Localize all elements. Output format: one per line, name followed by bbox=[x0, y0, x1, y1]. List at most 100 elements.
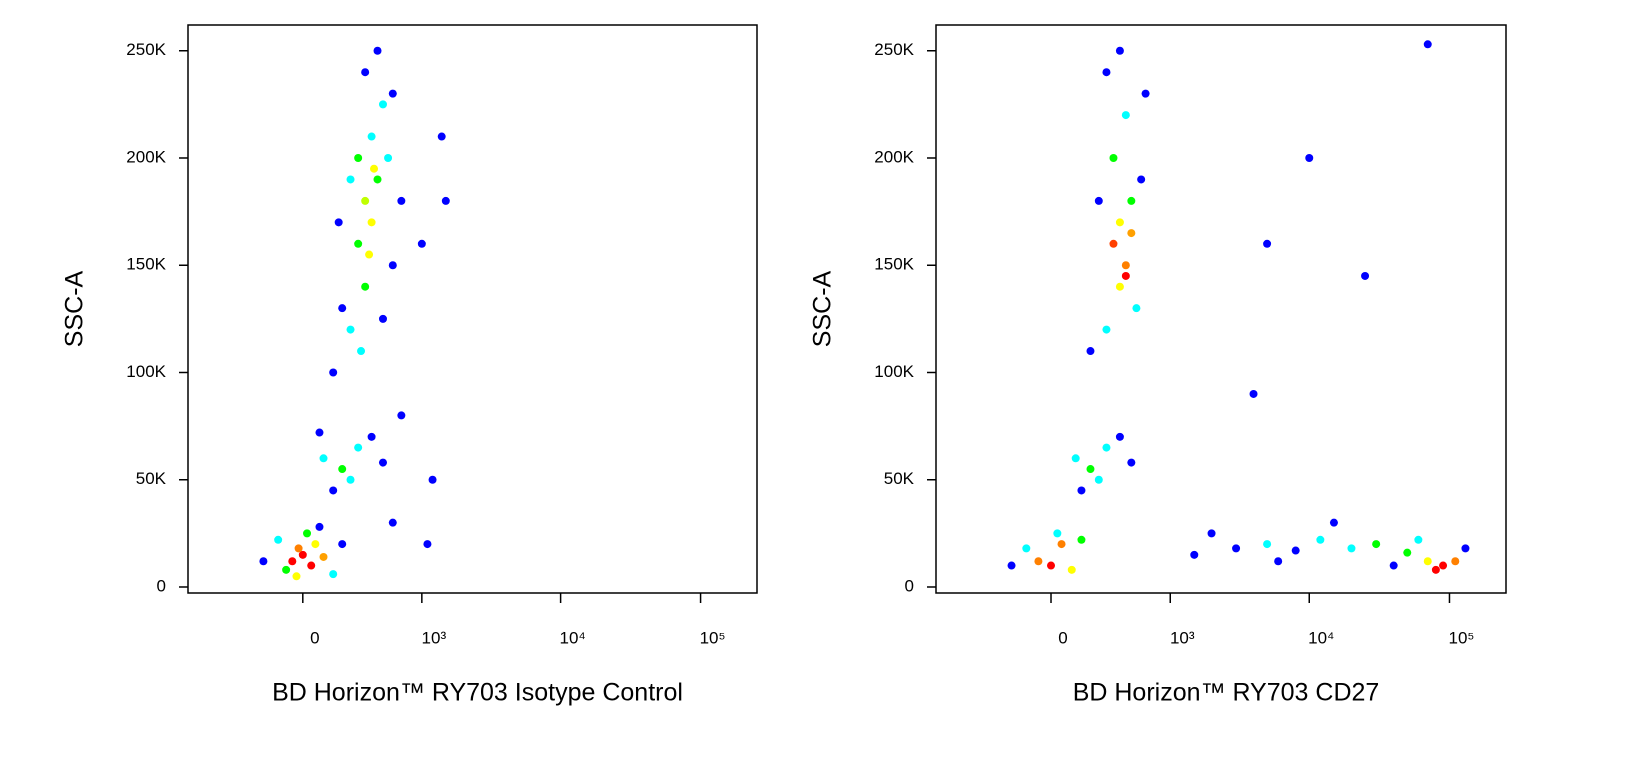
event-dot bbox=[1414, 535, 1423, 544]
event-dot bbox=[1347, 544, 1356, 553]
event-dot bbox=[311, 540, 320, 549]
event-dot bbox=[338, 540, 347, 549]
plot-frame bbox=[187, 24, 758, 594]
event-dot bbox=[1121, 271, 1130, 280]
event-dot bbox=[1121, 261, 1130, 270]
event-dot bbox=[1086, 465, 1095, 474]
event-dot bbox=[1007, 561, 1016, 570]
event-dot bbox=[1102, 325, 1111, 334]
event-dot bbox=[1047, 561, 1056, 570]
event-dot bbox=[1109, 239, 1118, 248]
event-dot bbox=[378, 458, 387, 467]
event-dot bbox=[292, 572, 301, 581]
event-dot bbox=[1077, 486, 1086, 495]
event-dot bbox=[1263, 239, 1272, 248]
event-dot bbox=[1071, 454, 1080, 463]
event-dot bbox=[1115, 432, 1124, 441]
y-tick-label: 200K bbox=[874, 147, 914, 166]
event-dot bbox=[1291, 546, 1300, 555]
event-dot bbox=[319, 552, 328, 561]
event-dot bbox=[357, 347, 366, 356]
event-dot bbox=[1389, 561, 1398, 570]
event-dot bbox=[307, 561, 316, 570]
event-dot bbox=[1022, 544, 1031, 553]
event-dot bbox=[288, 557, 297, 566]
event-dot bbox=[1423, 40, 1432, 49]
event-dot bbox=[365, 250, 374, 259]
event-dot bbox=[1053, 529, 1062, 538]
event-dot bbox=[338, 304, 347, 313]
event-dot bbox=[1086, 347, 1095, 356]
event-dot bbox=[370, 164, 379, 173]
event-dot bbox=[1451, 557, 1460, 566]
event-dot bbox=[388, 261, 397, 270]
y-tick-label: 0 bbox=[157, 576, 166, 595]
event-dot bbox=[274, 535, 283, 544]
event-dot bbox=[388, 518, 397, 527]
y-tick-label: 50K bbox=[884, 469, 915, 488]
event-dot bbox=[373, 46, 382, 55]
event-dot bbox=[1094, 196, 1103, 205]
y-tick-label: 100K bbox=[126, 362, 166, 381]
event-dot bbox=[417, 239, 426, 248]
event-dot bbox=[361, 282, 370, 291]
event-dot bbox=[367, 432, 376, 441]
event-dot bbox=[282, 565, 291, 574]
event-dot bbox=[338, 465, 347, 474]
y-tick-label: 100K bbox=[874, 362, 914, 381]
event-dot bbox=[1067, 565, 1076, 574]
x-axis-title: BD Horizon™ RY703 Isotype Control bbox=[272, 679, 683, 707]
y-axis-title: SSC-A bbox=[61, 270, 89, 347]
event-dot bbox=[1439, 561, 1448, 570]
event-dot bbox=[1431, 565, 1440, 574]
event-dot bbox=[354, 443, 363, 452]
event-dot bbox=[1423, 557, 1432, 566]
event-dot bbox=[378, 100, 387, 109]
event-dot bbox=[1274, 557, 1283, 566]
event-dot bbox=[1372, 540, 1381, 549]
event-dot bbox=[384, 153, 393, 162]
event-dot bbox=[298, 550, 307, 559]
event-dot bbox=[346, 175, 355, 184]
y-axis-title: SSC-A bbox=[809, 270, 837, 347]
event-dot bbox=[1329, 518, 1338, 527]
event-dot bbox=[319, 454, 328, 463]
event-dot bbox=[441, 196, 450, 205]
x-tick-label: 10³ bbox=[1170, 628, 1195, 647]
event-dot bbox=[1403, 548, 1412, 557]
x-tick-label: 10⁴ bbox=[559, 628, 585, 647]
x-tick-label: 10⁴ bbox=[1308, 628, 1334, 647]
event-dot bbox=[1361, 271, 1370, 280]
y-tick-label: 0 bbox=[905, 576, 914, 595]
event-dot bbox=[378, 314, 387, 323]
event-dot bbox=[1121, 111, 1130, 120]
event-dot bbox=[329, 368, 338, 377]
event-dot bbox=[1127, 229, 1136, 238]
event-dot bbox=[1102, 443, 1111, 452]
x-tick-label: 0 bbox=[1058, 628, 1067, 647]
event-dot bbox=[1461, 544, 1470, 553]
y-tick-label: 250K bbox=[874, 40, 914, 59]
event-dot bbox=[397, 411, 406, 420]
event-dot bbox=[428, 475, 437, 484]
event-dot bbox=[1094, 475, 1103, 484]
event-dot bbox=[367, 132, 376, 141]
event-dot bbox=[1207, 529, 1216, 538]
event-dot bbox=[1132, 304, 1141, 313]
event-dot bbox=[1057, 540, 1066, 549]
event-dot bbox=[397, 196, 406, 205]
event-dot bbox=[303, 529, 312, 538]
event-dot bbox=[334, 218, 343, 227]
event-dot bbox=[1115, 218, 1124, 227]
y-tick-label: 250K bbox=[126, 40, 166, 59]
event-dot bbox=[1102, 68, 1111, 77]
x-tick-label: 10⁵ bbox=[700, 628, 726, 647]
event-dot bbox=[1115, 46, 1124, 55]
event-dot bbox=[1263, 540, 1272, 549]
event-dot bbox=[1077, 535, 1086, 544]
x-axis-title: BD Horizon™ RY703 CD27 bbox=[1073, 679, 1380, 707]
event-dot bbox=[373, 175, 382, 184]
event-dot bbox=[329, 486, 338, 495]
event-dot bbox=[1127, 458, 1136, 467]
